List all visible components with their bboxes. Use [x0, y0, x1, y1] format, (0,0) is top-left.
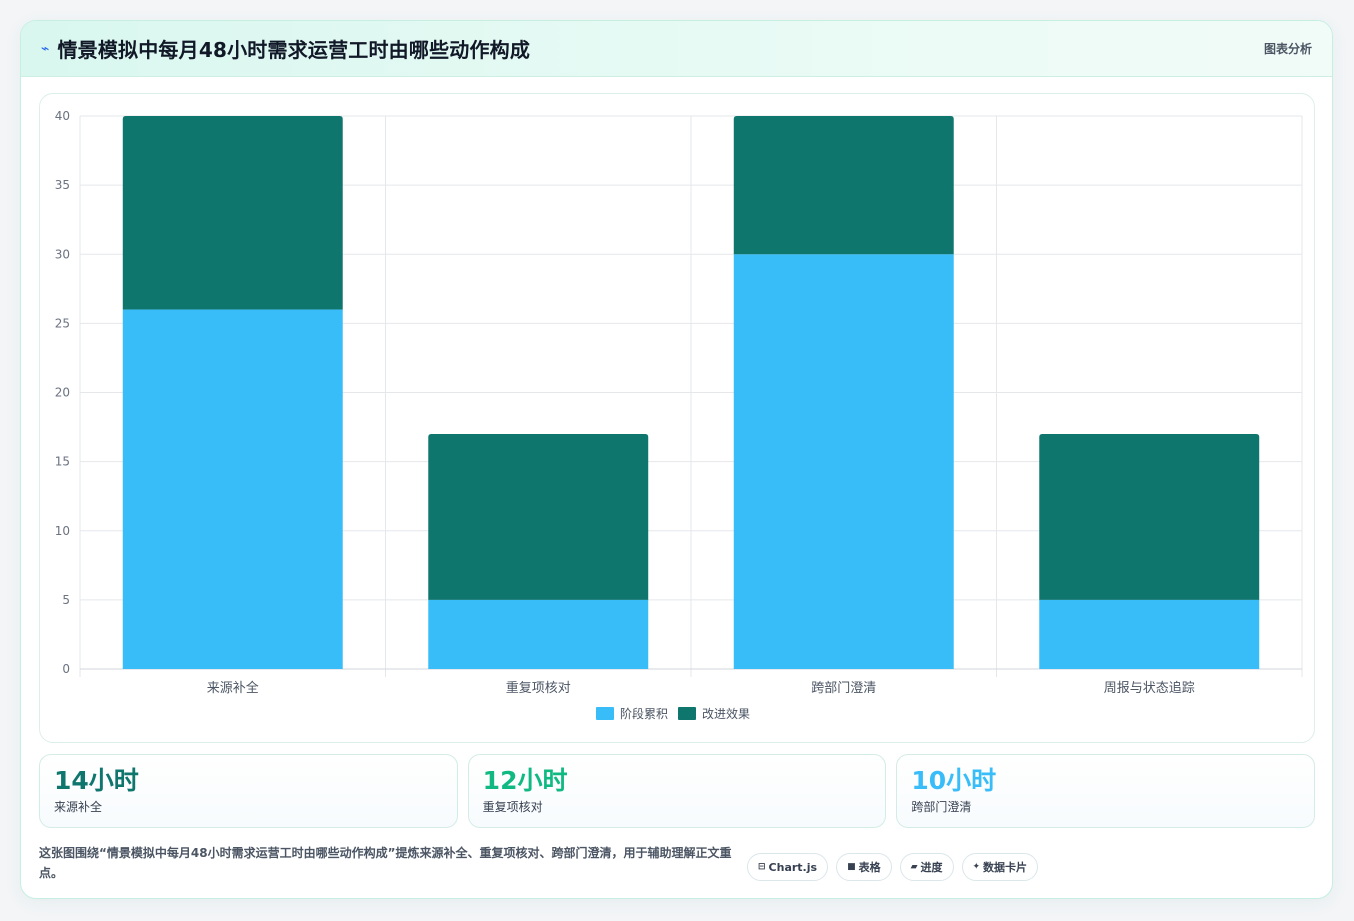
y-tick-label: 30	[55, 247, 70, 261]
stat-value: 10小时	[911, 766, 997, 795]
chart-icon: ⊟	[758, 862, 766, 872]
y-tick-label: 10	[55, 524, 70, 538]
legend-label: 改进效果	[702, 706, 750, 721]
y-tick-label: 20	[55, 386, 70, 400]
y-tick-label: 5	[62, 593, 70, 607]
footer-description: 这张图围绕“情景模拟中每月48小时需求运营工时由哪些动作构成”提炼来源补全、重复…	[39, 846, 732, 880]
header-tag: 图表分析	[1263, 42, 1312, 56]
stat-card: 12小时 重复项核对	[467, 754, 887, 828]
chart-card: ⌁ 情景模拟中每月48小时需求运营工时由哪些动作构成 图表分析 0 5 10 15 20…	[20, 20, 1333, 899]
y-tick-label: 15	[55, 455, 70, 469]
stat-label: 重复项核对	[482, 800, 543, 814]
stat-card: 10小时 跨部门澄清	[896, 754, 1316, 828]
chip-chartjs[interactable]: ⊟ Chart.js	[747, 853, 829, 881]
table-icon: ■	[847, 862, 856, 872]
legend-swatch	[678, 707, 696, 720]
chip-data-card[interactable]: ✦ 数据卡片	[961, 853, 1039, 881]
bar-segment	[122, 309, 343, 669]
x-tick-label: 来源补全	[207, 680, 259, 696]
stat-label: 来源补全	[54, 800, 103, 814]
chip-label: 表格	[858, 861, 881, 874]
bar-segment	[733, 254, 954, 669]
chip-label: 进度	[920, 861, 943, 874]
legend-label: 阶段累积	[620, 706, 668, 721]
x-tick-label: 重复项核对	[506, 680, 571, 696]
bar-segment	[1039, 599, 1260, 669]
sparkle-icon: ✦	[972, 862, 981, 872]
legend-swatch	[596, 707, 614, 720]
card-header: ⌁ 情景模拟中每月48小时需求运营工时由哪些动作构成 图表分析	[21, 21, 1332, 77]
x-tick-label: 跨部门澄清	[811, 681, 876, 696]
bar-segment	[122, 116, 343, 310]
chip-progress[interactable]: ▰ 进度	[899, 853, 954, 881]
stat-label: 跨部门澄清	[911, 800, 972, 814]
y-tick-label: 0	[62, 662, 70, 676]
y-tick-label: 25	[55, 316, 70, 330]
chart-area: 0 5 10 15 20 25 30 35 40 来源补全 重复项核对 跨部门澄清 周报与状态追踪阶段累…	[39, 93, 1315, 743]
stat-value: 12小时	[482, 766, 568, 795]
bar-segment	[1039, 433, 1260, 600]
stat-cards: 14小时 来源补全 12小时 重复项核对 10小时 跨部门澄清	[39, 754, 1316, 828]
bar-segment	[428, 599, 649, 669]
bar-segment	[428, 433, 649, 600]
progress-icon: ▰	[910, 862, 918, 872]
x-tick-label: 周报与状态追踪	[1104, 680, 1195, 696]
chip-label: 数据卡片	[983, 861, 1028, 874]
y-tick-label: 40	[55, 109, 70, 123]
footer: 这张图围绕“情景模拟中每月48小时需求运营工时由哪些动作构成”提炼来源补全、重复…	[39, 841, 1315, 885]
y-tick-label: 35	[55, 178, 70, 192]
chip-group: ⊟ Chart.js ■ 表格 ▰ 进度 ✦ 数据卡片	[747, 853, 1039, 881]
stacked-bar-chart: 0 5 10 15 20 25 30 35 40 来源补全 重复项核对 跨部门澄清 周报与状态追踪阶段累…	[55, 109, 1303, 721]
chip-table[interactable]: ■ 表格	[836, 853, 892, 881]
bar-segment	[733, 116, 954, 255]
stat-value: 14小时	[54, 766, 139, 795]
lightning-icon: ⌁	[41, 40, 50, 57]
chart-title: 情景模拟中每月48小时需求运营工时由哪些动作构成	[57, 38, 531, 62]
stat-card: 14小时 来源补全	[39, 754, 458, 828]
chip-label: Chart.js	[768, 860, 818, 874]
